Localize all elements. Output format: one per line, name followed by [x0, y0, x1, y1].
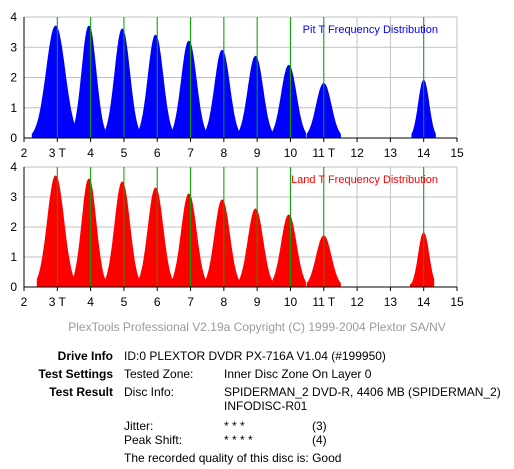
land-chart-title: Land T Frequency Distribution [291, 174, 438, 186]
jitter-score: (3) [312, 419, 327, 433]
pit-peak-4T [73, 25, 107, 139]
peak-shift-stars: * * * * [224, 433, 253, 447]
pit-x-tick-label: 13 [384, 146, 398, 160]
land-peak-9T [238, 208, 273, 288]
disc-info-label: Disc Info: [124, 385, 175, 399]
land-x-tick-label: 7 [187, 295, 194, 309]
pit-y-tick-label: 4 [10, 10, 17, 24]
pit-y-tick-label: 1 [10, 101, 17, 115]
pit-x-tick-label: 3 T [49, 146, 67, 160]
pit-x-tick-label: 5 [121, 146, 128, 160]
drive-info-value: ID:0 PLEXTOR DVDR PX-716A V1.04 (#199950… [124, 349, 386, 363]
copyright-text: PlexTools Professional V2.19a Copyright … [68, 320, 446, 334]
test-result-label: Test Result [49, 385, 113, 399]
land-x-tick-label: 3 T [49, 295, 67, 309]
pit-x-tick-label: 12 [350, 146, 364, 160]
land-y-tick-label: 1 [10, 250, 17, 264]
land-peak-7T [171, 193, 206, 288]
test-settings-label: Test Settings [38, 367, 113, 381]
pit-x-tick-label: 4 [87, 146, 94, 160]
pit-peaks [31, 25, 436, 139]
land-x-tick-label: 15 [450, 295, 464, 309]
land-y-tick-label: 4 [10, 160, 17, 174]
pit-y-tick-label: 0 [10, 131, 17, 145]
land-x-tick-label: 6 [154, 295, 161, 309]
pit-x-tick-label: 9 [254, 146, 261, 160]
pit-x-tick-label: 8 [221, 146, 228, 160]
pit-peak-9T [238, 55, 273, 139]
land-x-tick-label: 4 [87, 295, 94, 309]
land-x-tick-label: 5 [121, 295, 128, 309]
drive-info-label: Drive Info [57, 349, 113, 363]
land-y-tick-label: 3 [10, 190, 17, 204]
land-peak-10T [271, 214, 306, 288]
land-x-tick-label: 9 [254, 295, 261, 309]
pit-peak-5T [105, 28, 140, 139]
pit-x-tick-label: 7 [187, 146, 194, 160]
land-peak-8T [205, 199, 240, 288]
land-x-tick-label: 13 [384, 295, 398, 309]
land-x-tick-label: 2 [21, 295, 28, 309]
pit-peak-8T [205, 49, 240, 139]
tested-zone-value: Inner Disc Zone On Layer 0 [224, 367, 372, 381]
pit-x-tick-label: 2 [21, 146, 28, 160]
land-y-tick-label: 0 [10, 280, 17, 294]
pit-x-tick-label: 6 [154, 146, 161, 160]
pit-markers [56, 17, 425, 138]
pit-y-tick-label: 2 [10, 71, 17, 85]
pit-peak-6T [138, 34, 173, 139]
land-x-tick-label: 10 [284, 295, 298, 309]
pit-y-tick-label: 3 [10, 40, 17, 54]
land-x-tick-label: 11 T [312, 295, 336, 309]
land-peak-5T [105, 181, 140, 288]
quality-text: The recorded quality of this disc is: Go… [124, 451, 342, 465]
land-x-tick-label: 14 [417, 295, 431, 309]
pit-peak-10T [271, 64, 306, 139]
land-peak-3T [36, 175, 75, 288]
pit-chart-title: Pit T Frequency Distribution [303, 24, 438, 36]
land-x-tick-label: 8 [221, 295, 228, 309]
tested-zone-label: Tested Zone: [124, 367, 194, 381]
peak-shift-score: (4) [312, 433, 327, 447]
land-x-tick-label: 12 [350, 295, 364, 309]
pit-x-tick-label: 11 T [312, 146, 336, 160]
land-peak-4T [73, 178, 107, 288]
land-peak-14T [409, 232, 435, 288]
pit-peak-7T [171, 40, 206, 139]
peak-shift-label: Peak Shift: [124, 433, 183, 447]
land-markers [56, 167, 425, 287]
disc-info-line2: INFODISC-R01 [224, 399, 308, 413]
pit-x-tick-label: 14 [417, 146, 431, 160]
jitter-stars: * * * [224, 419, 245, 433]
jitter-label: Jitter: [124, 419, 154, 433]
pit-x-tick-label: 10 [284, 146, 298, 160]
land-y-tick-label: 2 [10, 220, 17, 234]
pit-x-tick-label: 15 [450, 146, 464, 160]
land-peaks [36, 175, 435, 288]
pit-peak-3T [31, 25, 75, 139]
disc-info-line1: SPIDERMAN_2 DVD-R, 4406 MB (SPIDERMAN_2) [224, 385, 501, 399]
land-peak-6T [138, 187, 173, 288]
